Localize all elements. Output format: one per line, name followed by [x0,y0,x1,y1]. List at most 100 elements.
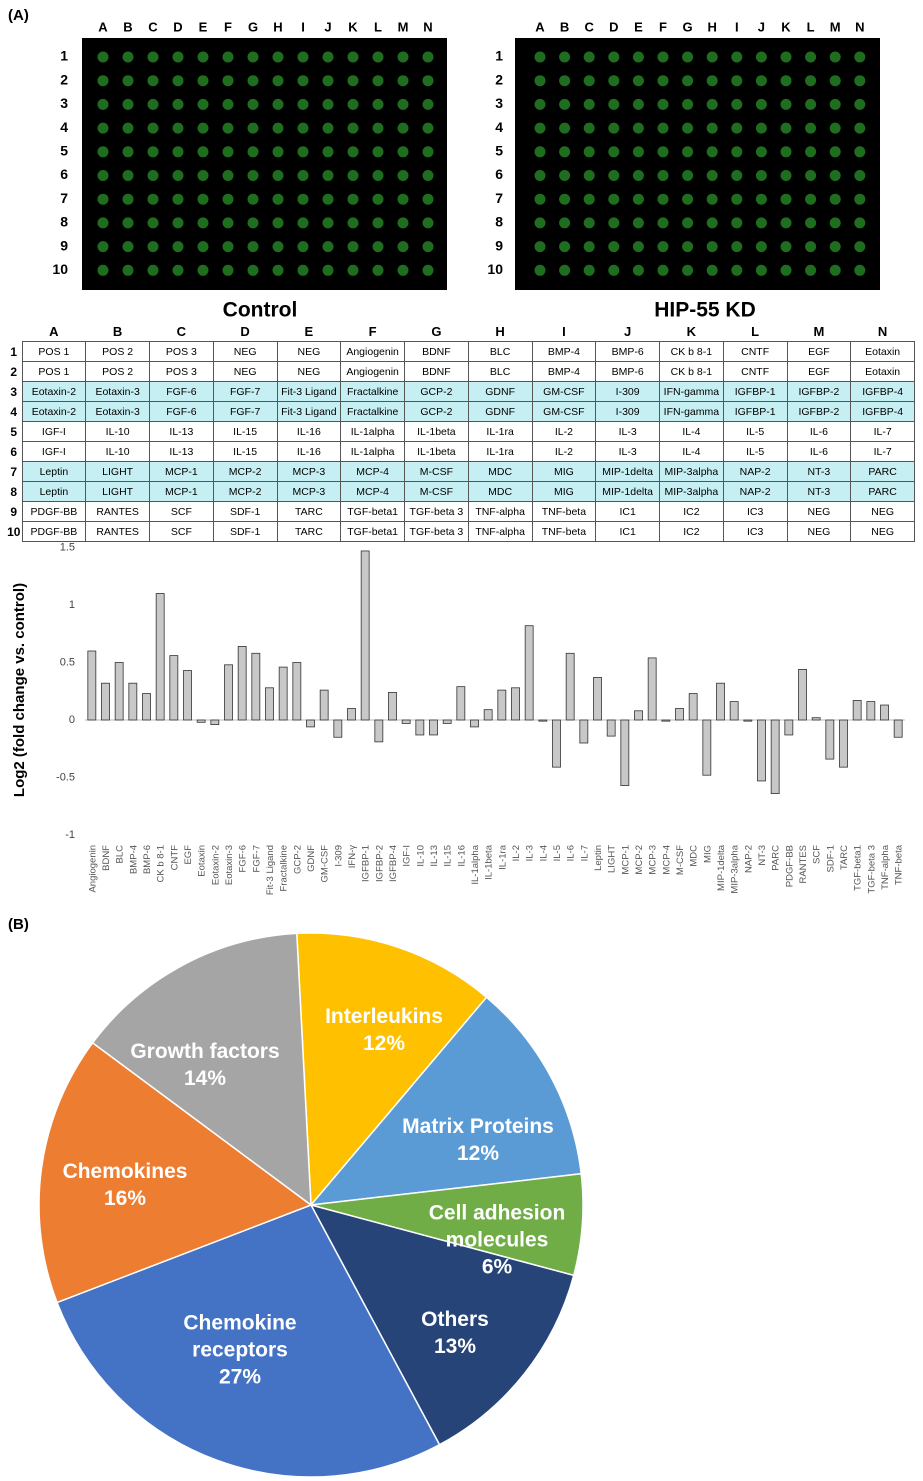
array-spot [608,75,620,87]
array-spot [829,98,841,110]
table-column-header: H [495,324,505,339]
table-cell: IL-5 [722,441,788,462]
x-tick-label: MIG [702,845,713,863]
array-spot [583,146,595,158]
bar [620,719,630,786]
x-tick-label: TNF-beta [894,844,905,885]
table-cell: Fractalkine [340,401,405,422]
array-spot [272,98,284,110]
array-column-label: F [659,19,667,34]
array-spot [372,51,384,63]
array-spot [422,217,434,229]
x-tick-label: TARC [839,845,850,870]
array-column-label: J [758,19,765,34]
array-row-label: 1 [60,48,68,64]
bar [388,692,397,721]
table-cell: MIP-1delta [595,481,660,502]
table-cell: IL-1ra [467,441,533,462]
array-spot [272,75,284,87]
table-cell: NEG [212,361,278,382]
array-spot [197,122,209,134]
table-cell: IGFBP-2 [786,381,852,402]
array-row-label: 3 [495,95,503,111]
table-cell: MCP-3 [276,481,342,502]
array-spot [657,241,669,253]
array-spot [97,75,109,87]
array-spot [247,264,259,276]
bar [114,662,124,721]
array-spot [372,98,384,110]
array-column-label: E [634,19,643,34]
table-cell: Fit-3 Ligand [276,381,342,402]
array-spot [397,193,409,205]
array-spot [347,75,359,87]
array-spot [854,264,866,276]
table-cell: IC3 [722,521,788,542]
array-spot [222,122,234,134]
table-cell: CK b 8-1 [659,341,724,362]
table-cell: Leptin [21,481,87,502]
array-spot [682,98,694,110]
array-column-label: G [248,19,258,34]
array-spot [534,75,546,87]
array-spot [829,146,841,158]
array-row-label: 2 [495,71,503,87]
bar [429,719,438,736]
array-spot [172,217,184,229]
bar [702,719,712,776]
table-cell: IGFBP-4 [850,401,915,422]
x-tick-label: BDNF [101,845,112,871]
table-cell: TGF-beta1 [340,501,405,522]
array-spot [322,146,334,158]
x-tick-label: Fractalkine [279,845,290,891]
table-cell: MIG [531,461,597,482]
table-cell: IC3 [722,501,788,522]
array-spot [755,217,767,229]
array-row-label: 9 [495,237,503,253]
array-spot [632,98,644,110]
array-spot [583,51,595,63]
array-spot [297,264,309,276]
table-row-label: 10 [7,524,21,539]
array-spot [829,170,841,181]
pie-label: Matrix Proteins 12% [378,1113,578,1167]
table-cell: M-CSF [404,481,469,502]
table-cell: NEG [850,521,915,542]
array-spot [172,75,184,87]
array-row-label: 1 [495,48,503,64]
array-spot [805,170,817,181]
table-column-header: E [304,324,314,339]
x-tick-label: CK b 8-1 [156,845,167,883]
bar [306,719,315,728]
table-cell: BDNF [404,361,469,382]
table-cell: BMP-4 [531,361,597,382]
table-cell: IL-3 [595,421,660,442]
table-cell: NT-3 [786,461,852,482]
table-cell: MCP-4 [340,481,405,502]
x-tick-label: Eotaxin [197,845,208,877]
array-spot [172,122,184,134]
table-cell: TGF-beta 3 [404,501,469,522]
array-spot [706,122,718,134]
table-cell: Eotaxin-2 [21,381,87,402]
array-spot [829,122,841,134]
pie-slice [38,1041,313,1304]
array-spot [559,75,571,87]
table-cell: BLC [467,341,533,362]
array-spot [397,98,409,110]
array-spot [372,264,384,276]
x-tick-label: IGFBP-4 [388,845,399,882]
table-cell: FGF-6 [149,401,214,422]
array-spot [559,264,571,276]
array-spot [147,217,159,229]
table-cell: IC2 [659,521,724,542]
bar [825,719,835,760]
array-spot [122,241,134,253]
array-spot [297,170,309,181]
array-spot [805,98,817,110]
table-cell: IL-5 [722,421,788,442]
table-cell: IL-2 [531,421,597,442]
array-column-label: K [348,19,358,34]
array-row-label: 4 [60,119,68,135]
pie-label-name: Matrix Proteins [402,1115,554,1138]
